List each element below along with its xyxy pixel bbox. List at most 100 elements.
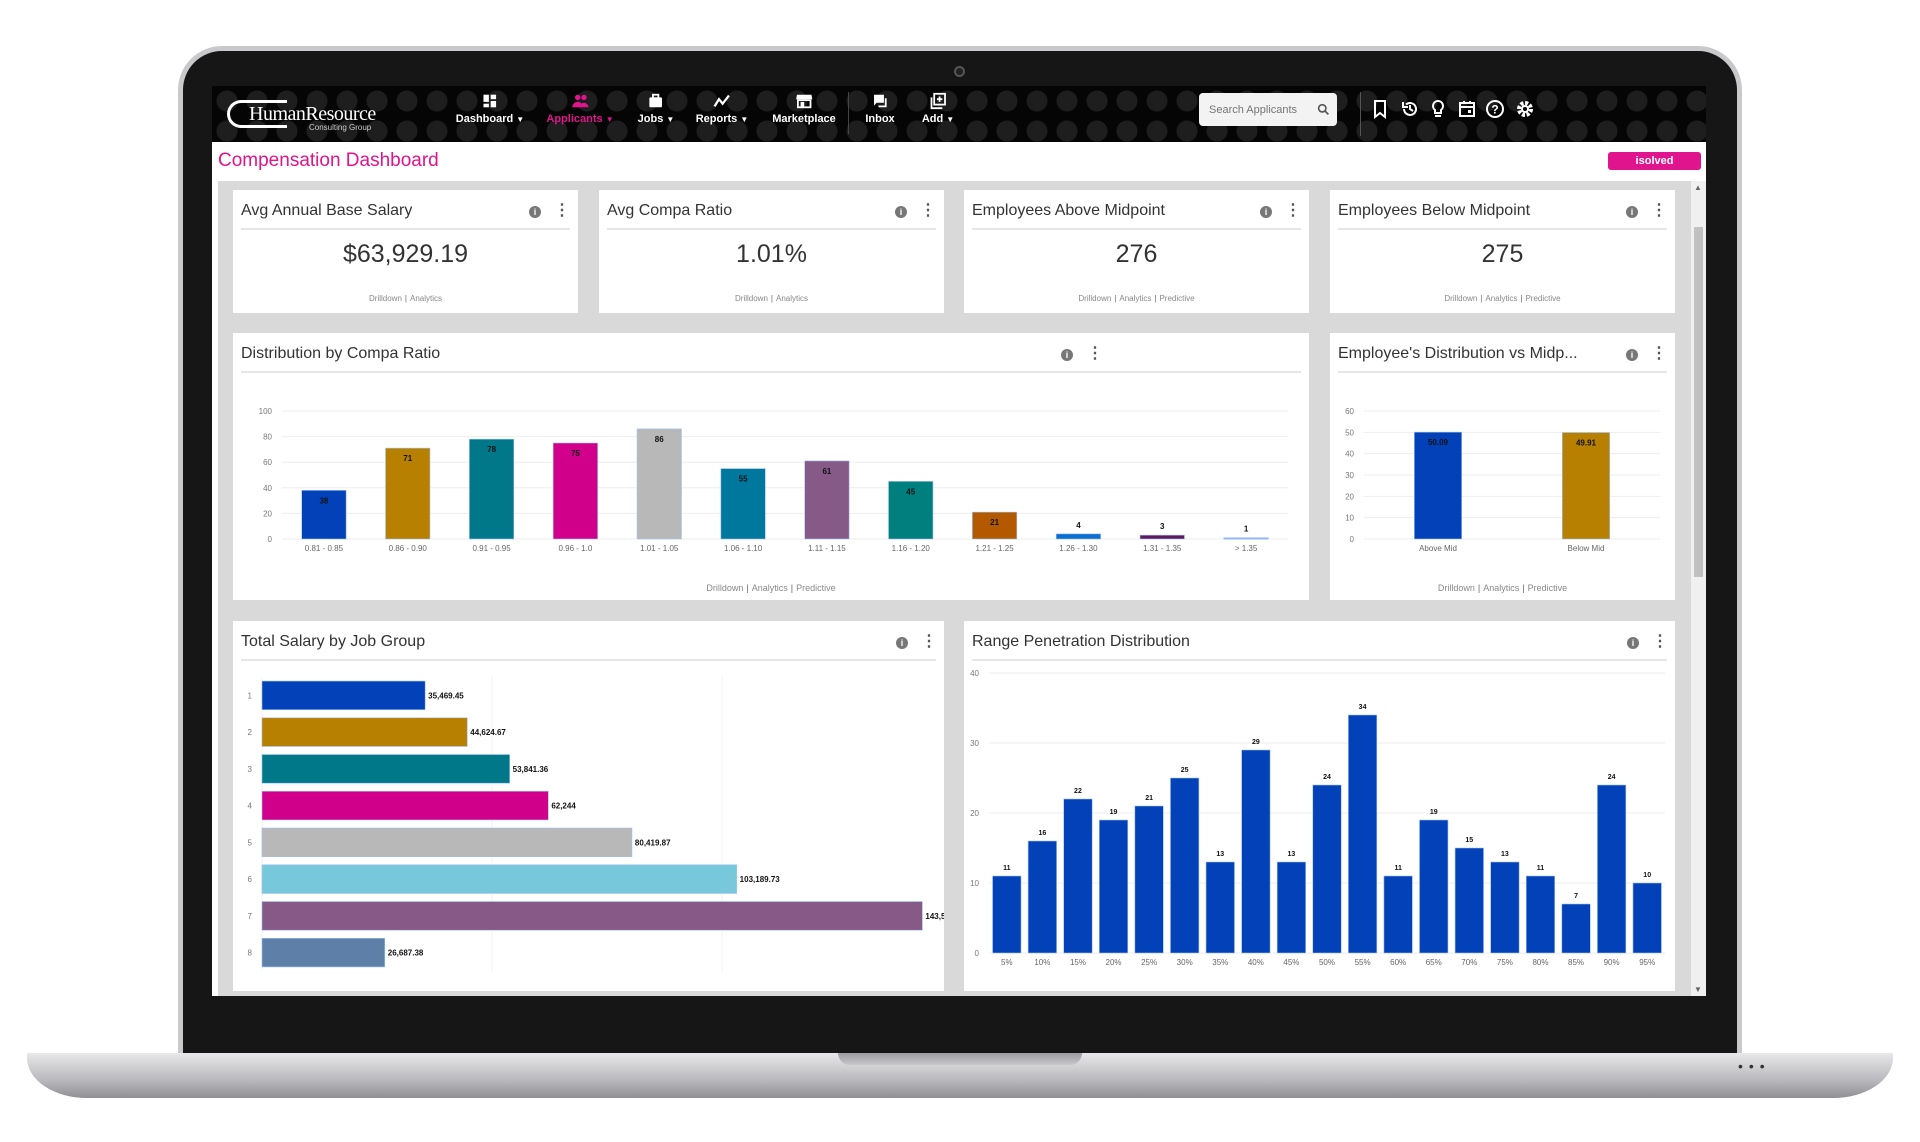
settings-icon[interactable] <box>1515 99 1535 119</box>
card-links: Drilldown | Analytics | Predictive <box>1444 294 1561 303</box>
info-icon[interactable]: i <box>1627 637 1639 649</box>
more-options-icon[interactable]: ⋮ <box>920 202 936 219</box>
predictive-link[interactable]: Predictive <box>796 583 836 593</box>
more-options-icon[interactable]: ⋮ <box>1285 202 1301 219</box>
isolved-university-badge[interactable]: isolved University <box>1608 152 1701 185</box>
scrollbar-thumb[interactable] <box>1694 227 1703 577</box>
bar-job-group-6 <box>261 864 737 894</box>
predictive-link[interactable]: Predictive <box>1159 294 1195 303</box>
y-tick-label: 7 <box>248 912 253 921</box>
data-label: 50.09 <box>1428 438 1449 447</box>
bar-80% <box>1525 875 1556 954</box>
drilldown-link[interactable]: Drilldown <box>1437 583 1475 593</box>
data-label: 13 <box>1288 851 1296 858</box>
range-penetration-card: 0 10 20 30 40 11 5% 16 10% 22 15% 19 20% 21 25% 25 30% 13… <box>964 621 1675 991</box>
info-icon[interactable]: i <box>1626 206 1638 218</box>
analytics-link[interactable]: Analytics <box>1483 583 1520 593</box>
bar-Above Mid <box>1414 431 1462 540</box>
y-tick-label: 10 <box>1345 514 1354 523</box>
data-label: 49.91 <box>1576 439 1597 448</box>
bar-55% <box>1348 714 1378 954</box>
scrollbar[interactable]: ▲ ▼ <box>1691 181 1706 996</box>
analytics-link[interactable]: Analytics <box>1485 294 1518 303</box>
analytics-link[interactable]: Analytics <box>1119 294 1152 303</box>
bar-0.96 - 1.0 <box>552 442 598 540</box>
nav-item-marketplace[interactable]: Marketplace <box>772 92 836 125</box>
more-options-icon[interactable]: ⋮ <box>554 202 570 219</box>
more-options-icon[interactable]: ⋮ <box>1651 202 1667 219</box>
data-label: 24 <box>1608 774 1616 781</box>
toolbar-divider <box>1360 92 1361 136</box>
info-icon[interactable]: i <box>895 206 907 218</box>
y-tick-label: 80 <box>263 433 272 442</box>
scroll-up-arrow[interactable]: ▲ <box>1694 183 1702 192</box>
more-options-icon[interactable]: ⋮ <box>1652 633 1668 650</box>
x-tick-label: 1.16 - 1.20 <box>892 544 931 553</box>
x-tick-label: 1.11 - 1.15 <box>808 544 846 553</box>
nav-item-label: Applicants <box>546 113 603 125</box>
bar-Below Mid <box>1562 432 1610 540</box>
info-icon[interactable]: i <box>896 637 908 649</box>
info-icon[interactable]: i <box>1061 349 1073 361</box>
drilldown-link[interactable]: Drilldown <box>706 583 744 593</box>
bar-35% <box>1205 861 1235 954</box>
data-label: 44,624.67 <box>470 728 506 737</box>
card-links: Drilldown | Analytics | Predictive <box>706 583 836 593</box>
analytics-link[interactable]: Analytics <box>751 583 788 593</box>
kpi-value: 275 <box>1481 240 1524 268</box>
svg-text:?: ? <box>1491 103 1498 117</box>
drilldown-link[interactable]: Drilldown <box>735 294 768 303</box>
drilldown-link[interactable]: Drilldown <box>1078 294 1112 303</box>
more-options-icon[interactable]: ⋮ <box>1087 345 1103 362</box>
data-label: 13 <box>1216 851 1224 858</box>
search-applicants-input[interactable] <box>1199 93 1337 126</box>
data-label: 19 <box>1110 809 1118 816</box>
y-tick-label: 40 <box>263 484 272 493</box>
bookmark-icon[interactable] <box>1370 99 1390 119</box>
x-tick-label: 40% <box>1248 958 1264 967</box>
nav-item-jobs[interactable]: Jobs ▼ <box>638 92 675 125</box>
search-icon[interactable] <box>1317 103 1330 116</box>
more-options-icon[interactable]: ⋮ <box>921 633 937 650</box>
chevron-down-icon: ▼ <box>605 115 614 124</box>
data-label: 15 <box>1465 837 1473 844</box>
calendar-icon[interactable] <box>1457 99 1477 119</box>
info-icon[interactable]: i <box>1260 206 1272 218</box>
scroll-down-arrow[interactable]: ▼ <box>1694 985 1702 994</box>
bar-1.16 - 1.20 <box>888 481 934 540</box>
bar-1.26 - 1.30 <box>1055 533 1101 540</box>
predictive-link[interactable]: Predictive <box>1527 583 1568 593</box>
data-label: 24 <box>1323 774 1331 781</box>
drilldown-link[interactable]: Drilldown <box>369 294 402 303</box>
drilldown-link[interactable]: Drilldown <box>1444 294 1478 303</box>
nav-item-reports[interactable]: Reports ▼ <box>696 92 748 125</box>
bar-15% <box>1063 798 1093 954</box>
company-logo[interactable]: HumanResource Consulting Group <box>227 96 382 132</box>
nav-item-inbox[interactable]: Inbox <box>865 92 895 125</box>
add-icon <box>930 92 947 110</box>
info-icon[interactable]: i <box>1626 349 1638 361</box>
predictive-link[interactable]: Predictive <box>1525 294 1561 303</box>
analytics-link[interactable]: Analytics <box>775 294 808 303</box>
bar-90% <box>1597 784 1627 954</box>
history-icon[interactable] <box>1400 99 1420 119</box>
data-label: 11 <box>1537 865 1545 872</box>
nav-item-dashboard[interactable]: Dashboard ▼ <box>456 92 524 125</box>
help-icon[interactable]: ? <box>1485 99 1505 119</box>
nav-item-label: Marketplace <box>772 113 836 125</box>
nav-item-applicants[interactable]: Applicants ▼ <box>546 92 614 125</box>
analytics-link[interactable]: Analytics <box>409 294 442 303</box>
card-title: Employee's Distribution vs Midp... <box>1338 345 1578 362</box>
x-tick-label: 1.21 - 1.25 <box>975 544 1014 553</box>
nav-item-add[interactable]: Add ▼ <box>922 92 954 125</box>
bar-job-group-8 <box>261 937 386 968</box>
info-icon[interactable]: i <box>529 206 541 218</box>
chevron-down-icon: ▼ <box>666 115 675 124</box>
y-tick-label: 10 <box>970 879 979 888</box>
chevron-down-icon: ▼ <box>516 115 525 124</box>
bar-30% <box>1170 777 1200 954</box>
lightbulb-icon[interactable] <box>1428 99 1448 119</box>
x-tick-label: 85% <box>1568 958 1584 967</box>
data-label: 11 <box>1003 865 1011 872</box>
more-options-icon[interactable]: ⋮ <box>1651 345 1667 362</box>
